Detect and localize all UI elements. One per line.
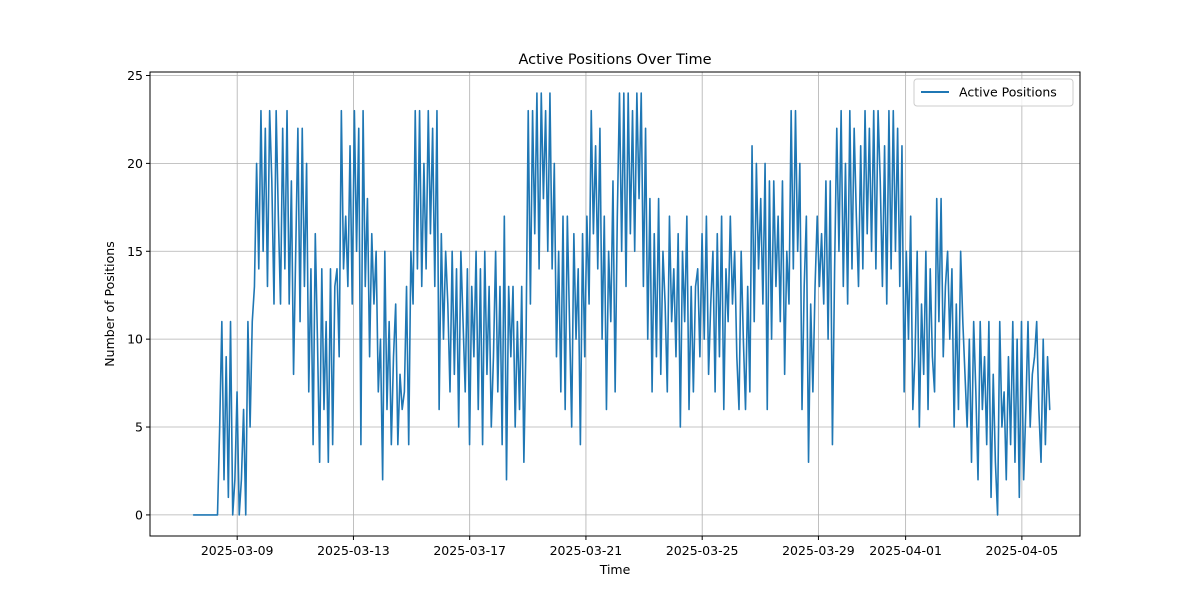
y-tick-label: 0 — [135, 507, 143, 522]
y-tick-label: 20 — [127, 156, 143, 171]
x-axis: 2025-03-09 2025-03-13 2025-03-17 2025-03-21… — [201, 536, 1058, 558]
x-tick-label: 2025-04-05 — [986, 543, 1059, 558]
x-tick-label: 2025-04-01 — [869, 543, 942, 558]
x-tick-label: 2025-03-21 — [550, 543, 623, 558]
legend: Active Positions — [913, 78, 1074, 107]
x-tick-label: 2025-03-09 — [201, 543, 274, 558]
x-tick-label: 2025-03-17 — [433, 543, 506, 558]
y-tick-label: 10 — [127, 332, 143, 347]
x-tick-label: 2025-03-29 — [782, 543, 855, 558]
plot-frame — [149, 71, 1081, 537]
legend-box — [913, 78, 1074, 107]
legend-label: Active Positions — [959, 85, 1057, 100]
x-tick-label: 2025-03-13 — [317, 543, 390, 558]
y-tick-label: 5 — [135, 420, 143, 435]
y-tick-label: 25 — [127, 68, 143, 83]
y-axis: 0 5 10 15 20 25 — [127, 68, 150, 522]
y-tick-label: 15 — [127, 244, 143, 259]
chart-title: Active Positions Over Time — [518, 52, 711, 68]
y-axis-label: Number of Positions — [102, 241, 117, 366]
x-tick-label: 2025-03-25 — [666, 543, 739, 558]
series-lines — [192, 92, 1051, 516]
series-line-active-positions — [192, 92, 1051, 516]
x-axis-label: Time — [599, 562, 631, 577]
